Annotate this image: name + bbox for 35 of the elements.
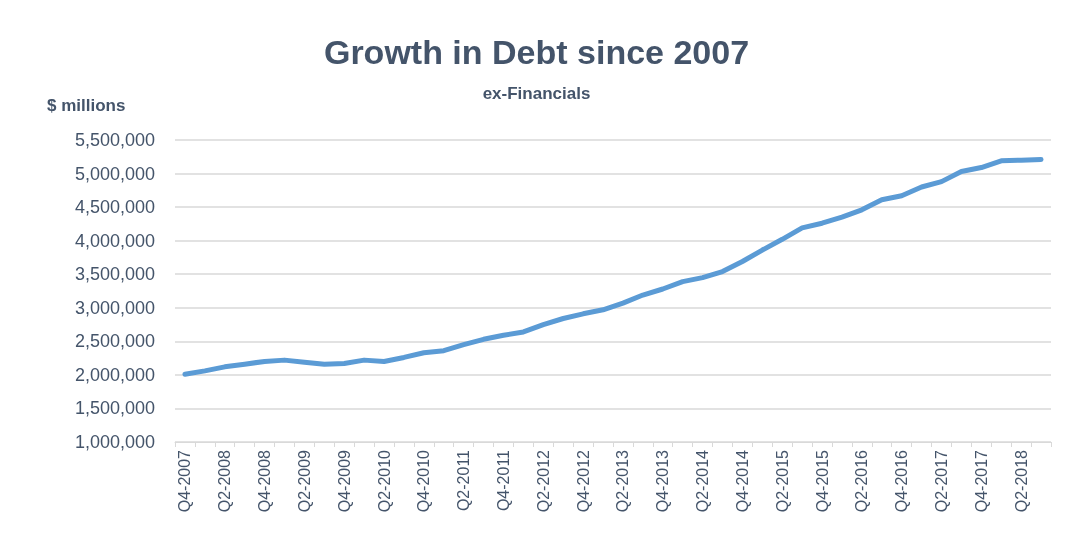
x-tick-label: Q4-2011 xyxy=(495,449,512,512)
y-tick-label: 4,500,000 xyxy=(74,197,155,218)
x-tick-label: Q4-2009 xyxy=(335,449,353,513)
x-tick-label: Q4-2017 xyxy=(972,449,990,513)
y-tick-label: 5,000,000 xyxy=(74,163,155,184)
y-tick-label: 1,500,000 xyxy=(74,398,155,419)
x-tick-label: Q2-2016 xyxy=(853,449,871,513)
x-tick-label: Q2-2018 xyxy=(1012,449,1030,513)
x-tick-label: Q4-2008 xyxy=(256,449,274,513)
y-tick-label: 2,500,000 xyxy=(74,331,155,352)
x-tick-label: Q4-2015 xyxy=(813,449,831,513)
x-tick-label: Q2-2013 xyxy=(614,449,632,513)
chart-title: Growth in Debt since 2007 xyxy=(323,33,750,71)
x-tick-label: Q4-2010 xyxy=(415,449,433,513)
x-tick-label: Q4-2013 xyxy=(654,449,672,513)
y-tick-label: 3,000,000 xyxy=(74,297,155,318)
y-tick-label: 1,000,000 xyxy=(74,432,155,452)
x-tick-label: Q2-2017 xyxy=(933,449,950,513)
x-tick-label: Q4-2012 xyxy=(574,449,592,513)
y-tick-label: 5,500,000 xyxy=(74,130,155,150)
x-tick-label: Q2-2008 xyxy=(216,449,234,513)
x-tick-label: Q4-2016 xyxy=(893,449,911,513)
x-tick-label: Q2-2014 xyxy=(694,449,712,513)
x-tick-label: Q4-2014 xyxy=(733,449,751,513)
x-tick-label: Q2-2010 xyxy=(375,449,393,513)
x-tick-label: Q4-2007 xyxy=(176,449,194,513)
y-tick-label: 3,500,000 xyxy=(74,264,155,285)
y-tick-label: 4,000,000 xyxy=(74,230,155,251)
x-tick-label: Q2-2009 xyxy=(295,449,313,513)
x-tick-label: Q2-2011 xyxy=(455,449,473,512)
y-axis-title: $ millions xyxy=(47,96,126,115)
x-tick-label: Q2-2015 xyxy=(773,449,791,513)
y-tick-label: 2,000,000 xyxy=(74,364,155,385)
x-tick-label: Q2-2012 xyxy=(534,449,552,513)
chart-subtitle: ex-Financials xyxy=(482,84,591,103)
